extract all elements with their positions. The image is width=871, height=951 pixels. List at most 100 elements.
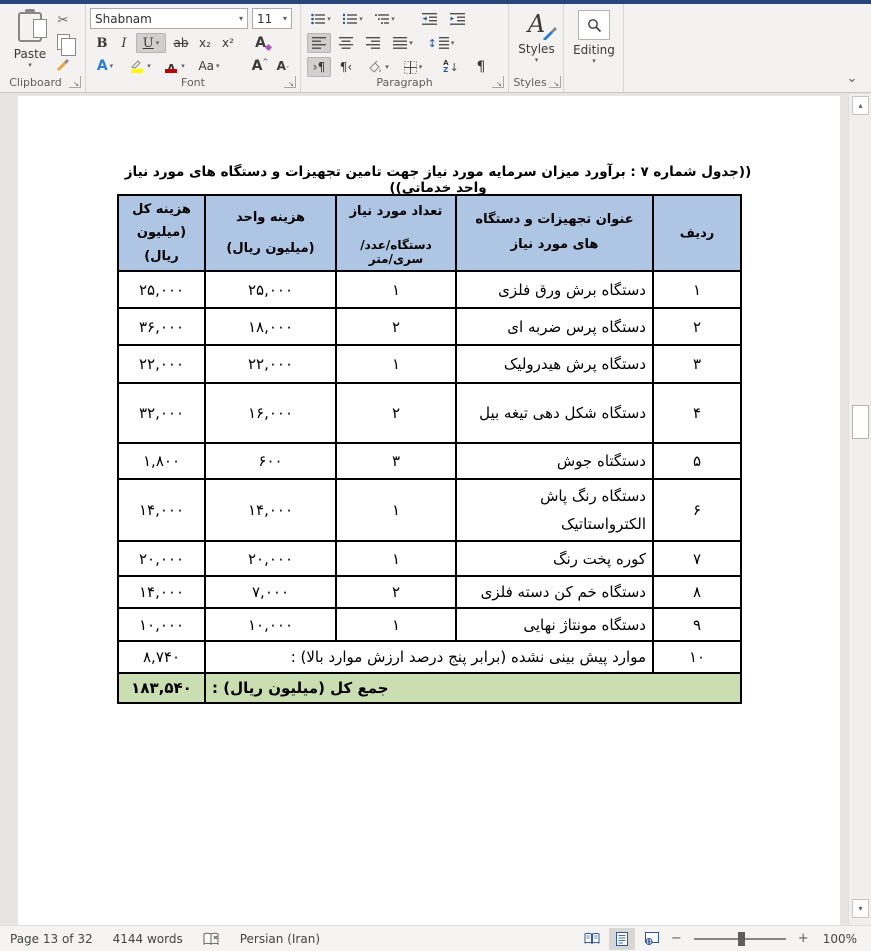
updown-arrow-icon: ↕ [427, 36, 437, 50]
numbering-button[interactable] [339, 9, 367, 29]
styles-button[interactable]: A Styles ▾ [509, 10, 564, 64]
editing-dropdown-arrow[interactable]: ▾ [592, 57, 596, 65]
header-quantity[interactable]: تعداد مورد نیاز دستگاه/عدد/سری/متر [335, 194, 457, 272]
zoom-in-button[interactable]: + [797, 931, 809, 946]
font-name-combo[interactable]: Shabnam ▾ [90, 8, 248, 29]
align-center-button[interactable] [334, 33, 358, 53]
proofing-status[interactable] [193, 926, 230, 951]
decrease-indent-button[interactable] [417, 9, 441, 29]
align-right-button[interactable] [361, 33, 385, 53]
zoom-slider[interactable] [693, 931, 786, 946]
bold-button[interactable]: B [96, 35, 108, 51]
clipboard-dialog-launcher[interactable] [69, 76, 81, 88]
text-effects-button[interactable]: A [92, 56, 118, 76]
font-color-button[interactable]: A [160, 56, 188, 76]
superscript-button[interactable]: x² [222, 36, 234, 50]
zoom-slider-thumb[interactable] [737, 931, 745, 946]
paragraph-dialog-launcher[interactable] [492, 76, 504, 88]
subscript-button[interactable]: x₂ [199, 36, 211, 50]
line-spacing-lines-icon [438, 37, 449, 49]
header-equipment[interactable]: عنوان تجهیزات و دستگاه های مورد نیاز [455, 194, 654, 272]
italic-button[interactable]: I [121, 35, 127, 51]
font-dialog-launcher[interactable] [284, 76, 296, 88]
vertical-scrollbar[interactable]: ▴ ▾ [848, 94, 871, 925]
ltr-direction-button[interactable]: ¶‹ [339, 60, 353, 74]
equipment-table: ردیف عنوان تجهیزات و دستگاه های مورد نیا… [117, 194, 742, 704]
scroll-down-button[interactable]: ▾ [852, 899, 869, 918]
font-group: Shabnam ▾ 11 ▾ B I U ab x₂ x² A A A Aa [86, 4, 301, 92]
scissors-icon: ✂ [57, 12, 69, 28]
ribbon: Paste ▾ ✂ Clipboard Shabnam ▾ 11 ▾ B I U a… [0, 4, 871, 93]
show-marks-button[interactable]: ¶ [476, 59, 486, 75]
scroll-up-icon: ▴ [858, 101, 863, 110]
paragraph-group-label: Paragraph [376, 76, 433, 89]
header-total-cost[interactable]: هزینه کل (میلیون ریال) [117, 194, 206, 272]
zoom-level[interactable]: 100% [822, 931, 857, 946]
clipboard-group-label: Clipboard [9, 76, 62, 89]
header-row-no[interactable]: ردیف [652, 194, 742, 272]
increase-indent-button[interactable] [445, 9, 469, 29]
styles-dialog-launcher[interactable] [549, 76, 561, 88]
styles-dropdown-arrow[interactable]: ▾ [534, 56, 539, 64]
justify-icon [393, 37, 408, 49]
clear-formatting-button[interactable]: A [252, 33, 276, 53]
line-spacing-button[interactable]: ↕ [425, 33, 457, 53]
table-row: ۲ دستگاه پرس ضربه ای ۲ ۱۸,۰۰۰ ۳۶,۰۰۰ [117, 307, 742, 346]
paste-icon [18, 9, 47, 42]
text-effects-letter: A [96, 58, 108, 74]
bullets-button[interactable] [307, 9, 335, 29]
justify-button[interactable] [388, 33, 418, 53]
print-layout-button[interactable] [608, 927, 635, 950]
numbering-icon [343, 13, 358, 24]
header-unit-cost[interactable]: هزینه واحد (میلیون ریال) [204, 194, 337, 272]
web-layout-icon [644, 932, 659, 945]
shading-button[interactable] [363, 57, 393, 77]
change-case-button[interactable]: Aa [194, 56, 224, 76]
font-name-arrow[interactable]: ▾ [238, 14, 243, 23]
underline-button[interactable]: U [136, 33, 166, 53]
font-group-label: Font [181, 76, 205, 89]
scrollbar-thumb[interactable] [852, 405, 869, 439]
borders-button[interactable] [398, 57, 428, 77]
eraser-diamond-icon [264, 43, 272, 51]
styles-group: A Styles ▾ Styles [509, 4, 564, 92]
paint-bucket-icon [369, 60, 382, 73]
text-effects-a-icon: A [255, 35, 266, 51]
page-indicator[interactable]: Page 13 of 32 [10, 931, 93, 946]
chevron-down-icon: ⌄ [846, 70, 858, 86]
highlight-color-button[interactable] [126, 56, 154, 76]
web-layout-button[interactable] [639, 928, 665, 950]
align-left-button[interactable] [307, 33, 331, 53]
paste-label: Paste [13, 47, 47, 61]
bullets-icon [311, 13, 326, 25]
table-caption[interactable]: ((جدول شماره ۷ : برآورد میزان سرمایه مور… [124, 164, 752, 196]
editing-button[interactable]: Editing ▾ [564, 10, 624, 65]
editing-button-label: Editing [573, 43, 615, 57]
table-row: ۱ دستگاه برش ورق فلزی ۱ ۲۵,۰۰۰ ۲۵,۰۰۰ [117, 270, 742, 309]
format-painter-button[interactable] [52, 54, 74, 74]
read-mode-button[interactable] [579, 928, 605, 950]
paste-button[interactable]: Paste ▾ [12, 9, 48, 69]
font-size-arrow[interactable]: ▾ [282, 14, 287, 23]
word-count[interactable]: 4144 words [112, 931, 183, 946]
zoom-out-button[interactable]: − [670, 931, 682, 946]
collapse-ribbon-button[interactable]: ⌄ [840, 68, 864, 88]
copy-button[interactable] [52, 32, 76, 56]
scroll-up-button[interactable]: ▴ [852, 96, 869, 115]
paste-dropdown-arrow[interactable]: ▾ [28, 61, 32, 69]
highlighter-icon [129, 58, 145, 74]
header-row: ردیف عنوان تجهیزات و دستگاه های مورد نیا… [117, 194, 742, 272]
document-area: ((جدول شماره ۷ : برآورد میزان سرمایه مور… [0, 94, 848, 925]
strikethrough-button[interactable]: ab [173, 36, 189, 50]
grow-font-button[interactable]: A ^ [251, 58, 269, 74]
font-size-value: 11 [257, 11, 273, 26]
scroll-down-icon: ▾ [858, 904, 863, 913]
rtl-direction-button[interactable]: ›¶ [307, 57, 331, 77]
multilevel-list-button[interactable] [371, 9, 399, 29]
cut-button[interactable]: ✂ [52, 10, 74, 30]
table-row: ۳ دستگاه پرش هیدرولیک ۱ ۲۲,۰۰۰ ۲۲,۰۰۰ [117, 344, 742, 384]
language-indicator[interactable]: Persian (Iran) [239, 931, 320, 946]
font-size-combo[interactable]: 11 ▾ [252, 8, 292, 29]
